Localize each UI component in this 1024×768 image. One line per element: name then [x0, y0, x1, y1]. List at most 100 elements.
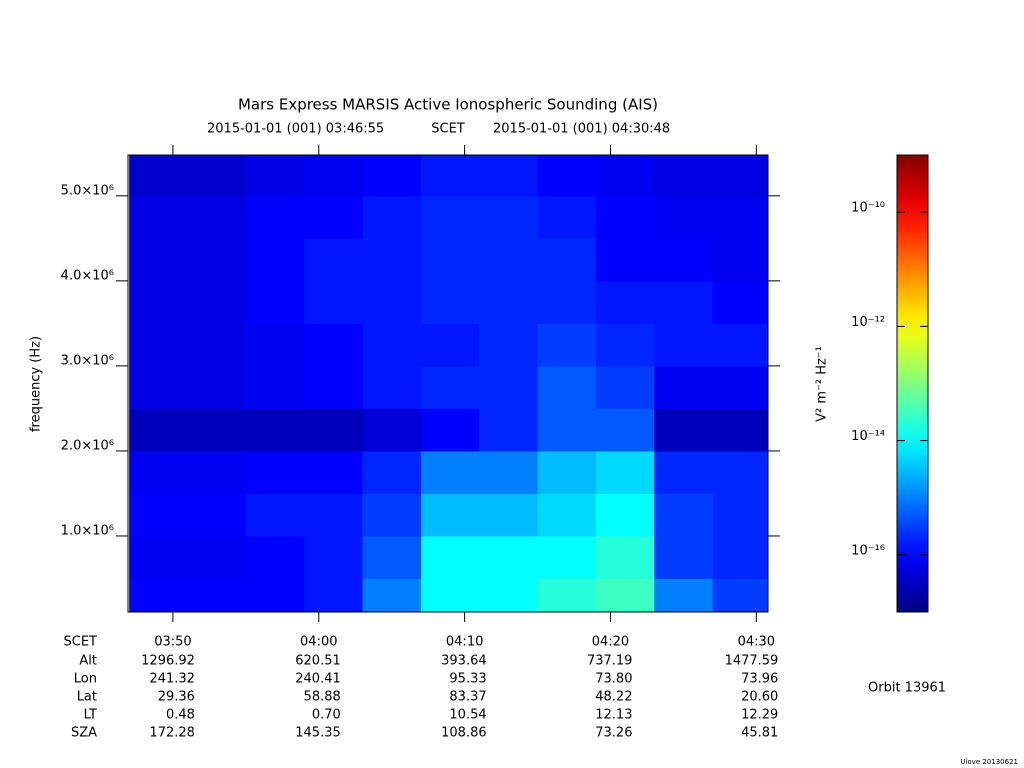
- ephemeris-label: Lat: [77, 690, 97, 705]
- ephemeris-value: 45.81: [741, 726, 778, 741]
- heat-cell: [362, 578, 422, 612]
- ephemeris-value: 145.35: [295, 726, 341, 741]
- heat-cell: [420, 280, 480, 324]
- heat-cell: [712, 365, 768, 409]
- heat-cell: [654, 238, 714, 282]
- ephemeris-label: LT: [84, 708, 97, 723]
- heat-cell: [129, 195, 189, 239]
- heat-cell: [537, 493, 597, 537]
- heat-cell: [362, 238, 422, 282]
- subtitle-start: 2015-01-01 (001) 03:46:55: [207, 122, 384, 137]
- heat-cell: [479, 408, 539, 452]
- heat-cell: [187, 238, 247, 282]
- ephemeris-label: SZA: [71, 726, 97, 741]
- heat-cell: [712, 238, 768, 282]
- heat-cell: [129, 280, 189, 324]
- heat-cell: [654, 195, 714, 239]
- footer: Ulove 20130621: [960, 758, 1018, 766]
- heat-cell: [537, 323, 597, 367]
- colorbar-tick-label: 10⁻¹⁴: [851, 429, 885, 444]
- colorbar-label: V² m⁻² Hz⁻¹: [815, 346, 830, 422]
- heat-cell: [420, 493, 480, 537]
- heat-cell: [595, 323, 655, 367]
- heat-cell: [420, 578, 480, 612]
- colorbar-tick-label: 10⁻¹²: [851, 315, 885, 330]
- y-tick-label: 2.0×10⁶: [61, 438, 114, 453]
- heat-cell: [304, 535, 364, 579]
- heat-cell: [245, 155, 305, 197]
- heat-cell: [420, 155, 480, 197]
- heat-cell: [245, 578, 305, 612]
- heat-cell: [245, 408, 305, 452]
- ephemeris-value: 73.96: [741, 672, 778, 687]
- heat-cell: [537, 365, 597, 409]
- colorbar-tick-label: 10⁻¹⁶: [851, 543, 885, 558]
- heat-cell: [479, 365, 539, 409]
- x-tick-label: 04:10: [446, 635, 483, 650]
- heat-cell: [362, 450, 422, 494]
- heat-cell: [479, 493, 539, 537]
- heat-cell: [712, 408, 768, 452]
- heat-cell: [537, 408, 597, 452]
- ephemeris-value: 12.13: [595, 708, 632, 723]
- y-axis-label: frequency (Hz): [29, 336, 44, 432]
- heat-cell: [304, 493, 364, 537]
- heat-cell: [712, 280, 768, 324]
- heat-cell: [420, 323, 480, 367]
- heat-cell: [129, 408, 189, 452]
- ephemeris-value: 10.54: [449, 708, 486, 723]
- ephemeris-value: 737.19: [587, 654, 633, 669]
- ephemeris-value: 73.80: [595, 672, 632, 687]
- heat-cell: [595, 195, 655, 239]
- heat-cell: [129, 450, 189, 494]
- heat-cell: [245, 195, 305, 239]
- heat-cell: [129, 493, 189, 537]
- ephemeris-value: 241.32: [149, 672, 195, 687]
- heat-cell: [595, 365, 655, 409]
- heat-cell: [304, 450, 364, 494]
- heat-cell: [362, 280, 422, 324]
- y-tick-label: 4.0×10⁶: [61, 268, 114, 283]
- heat-cell: [479, 323, 539, 367]
- heat-cell: [537, 195, 597, 239]
- ephemeris-value: 83.37: [449, 690, 486, 705]
- ephemeris-value: 73.26: [595, 726, 632, 741]
- heat-cell: [479, 535, 539, 579]
- heat-cell: [654, 323, 714, 367]
- heat-cell: [595, 578, 655, 612]
- heat-cell: [712, 535, 768, 579]
- heat-cell: [537, 280, 597, 324]
- heat-cell: [187, 280, 247, 324]
- heat-cell: [362, 323, 422, 367]
- heat-cell: [420, 535, 480, 579]
- heat-cell: [245, 450, 305, 494]
- heat-cell: [420, 195, 480, 239]
- ephemeris-label: Lon: [74, 672, 97, 687]
- heat-cell: [654, 535, 714, 579]
- ephemeris-value: 240.41: [295, 672, 341, 687]
- heat-cell: [187, 578, 247, 612]
- heat-cell: [129, 238, 189, 282]
- heat-cell: [129, 365, 189, 409]
- orbit: Orbit 13961: [868, 681, 946, 696]
- heat-cell: [129, 323, 189, 367]
- heat-cell: [654, 365, 714, 409]
- x-axis-label: SCET: [64, 635, 98, 650]
- heat-cell: [595, 535, 655, 579]
- ephemeris-value: 0.70: [312, 708, 341, 723]
- ephemeris-value: 29.36: [158, 690, 195, 705]
- heat-cell: [362, 408, 422, 452]
- heat-cell: [537, 450, 597, 494]
- heat-cell: [304, 408, 364, 452]
- heat-cell: [304, 195, 364, 239]
- heat-cell: [712, 323, 768, 367]
- ephemeris-value: 172.28: [149, 726, 195, 741]
- heat-cell: [304, 365, 364, 409]
- heat-cell: [537, 578, 597, 612]
- heat-cell: [654, 450, 714, 494]
- heat-cell: [420, 450, 480, 494]
- heat-cell: [362, 535, 422, 579]
- heat-cell: [654, 578, 714, 612]
- heat-cell: [654, 408, 714, 452]
